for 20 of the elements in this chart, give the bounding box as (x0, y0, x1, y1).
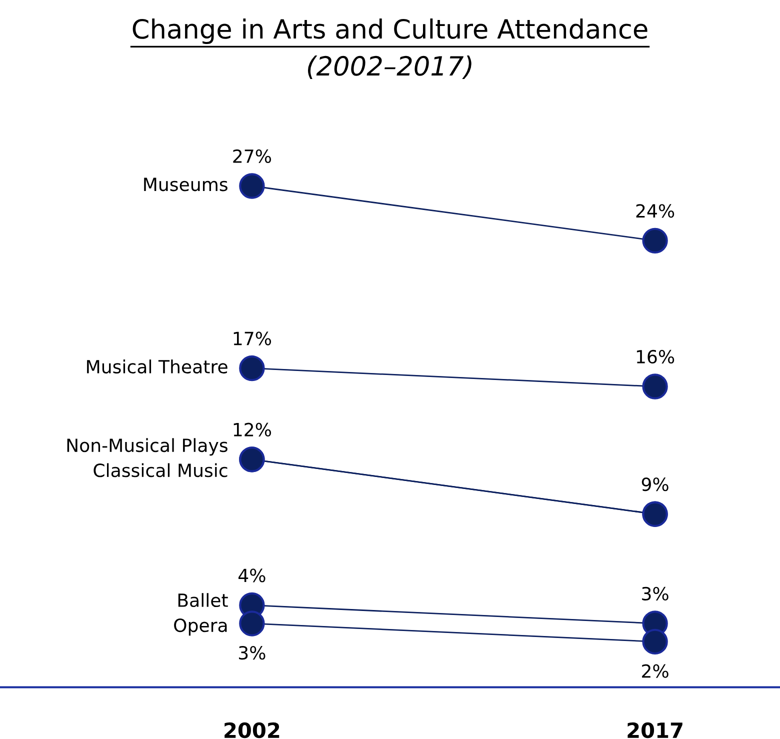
data-label: 12% (234, 422, 272, 436)
x-tick-label: 2002 (224, 722, 280, 738)
data-label: 16% (636, 350, 674, 364)
data-label: 9% (642, 478, 668, 492)
data-label: 3% (642, 586, 668, 601)
series-label: Opera (174, 618, 227, 636)
chart-title: Change in Arts and Culture Attendance (132, 18, 648, 44)
data-label: 17% (234, 332, 272, 346)
series-label: Non-Musical Plays (67, 438, 228, 456)
chart-subtitle: (2002–2017) (308, 55, 472, 79)
data-label: 3% (238, 646, 266, 660)
data-label: 27% (233, 149, 272, 164)
series-label: Classical Music (94, 463, 228, 478)
data-label: 24% (636, 204, 674, 218)
series-label: Museums (144, 178, 228, 192)
data-label: 2% (642, 664, 668, 678)
x-tick-label: 2017 (628, 722, 682, 738)
series-label: Musical Theatre (87, 360, 228, 374)
series-label: Ballet (178, 593, 228, 608)
data-label: 4% (238, 568, 266, 582)
